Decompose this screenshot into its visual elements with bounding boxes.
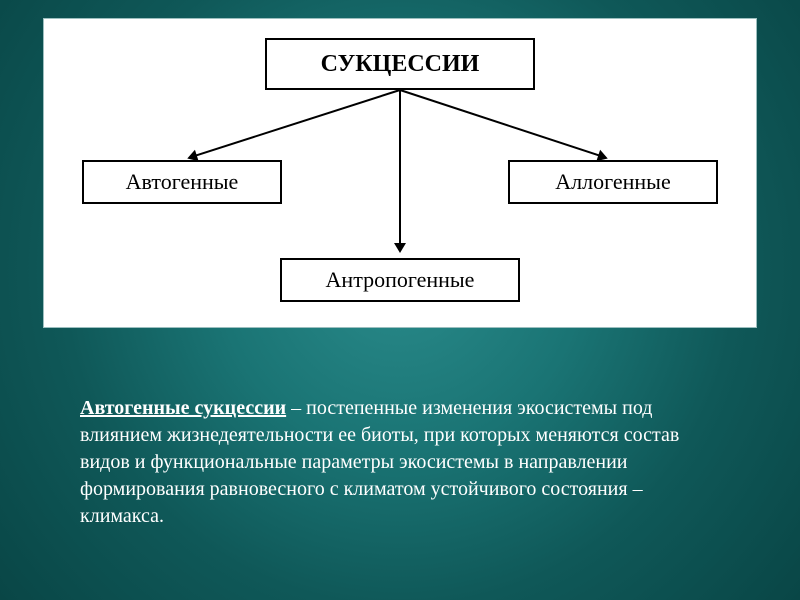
definition-term: Автогенные сукцессии	[80, 397, 286, 419]
edge-line	[399, 90, 401, 248]
definition-text: Автогенные сукцессии – постепенные измен…	[80, 395, 730, 530]
node-autogenic: Автогенные	[82, 160, 282, 204]
node-anthropogenic-label: Антропогенные	[326, 267, 475, 293]
node-anthropogenic: Антропогенные	[280, 258, 520, 302]
node-autogenic-label: Автогенные	[126, 169, 239, 195]
slide: СУКЦЕССИИ Автогенные Аллогенные Антропог…	[0, 0, 800, 600]
node-root-label: СУКЦЕССИИ	[321, 51, 480, 78]
node-root: СУКЦЕССИИ	[265, 38, 535, 90]
node-allogenic-label: Аллогенные	[555, 169, 670, 195]
edge-arrowhead	[394, 243, 406, 253]
node-allogenic: Аллогенные	[508, 160, 718, 204]
